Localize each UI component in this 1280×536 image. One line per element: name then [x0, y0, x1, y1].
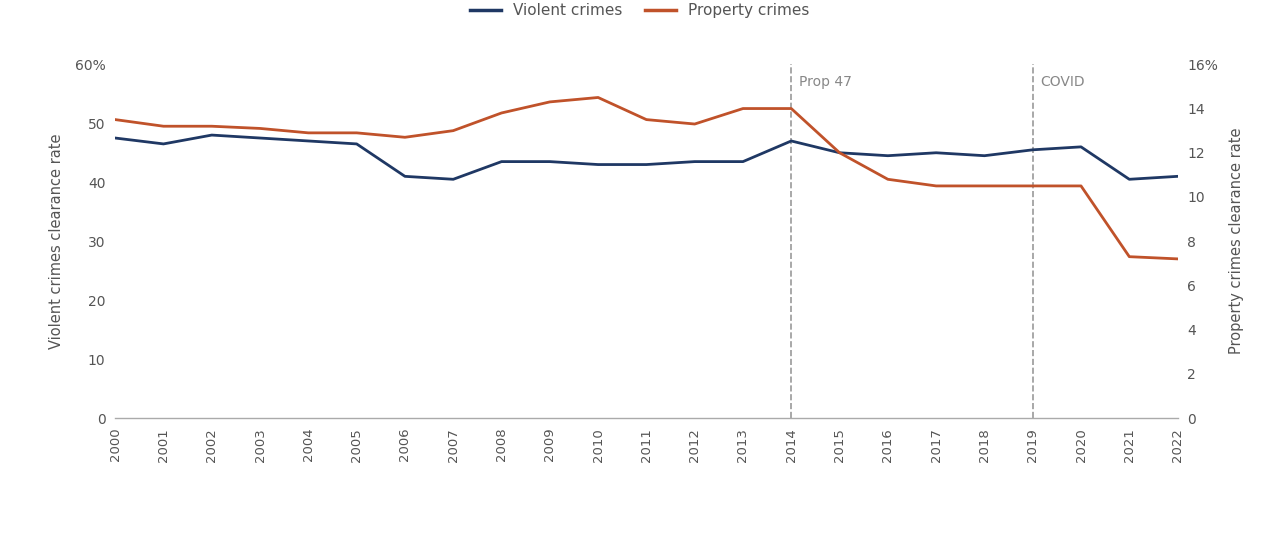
- Property crimes: [349, 130, 365, 136]
- Y-axis label: Property crimes clearance rate: Property crimes clearance rate: [1229, 128, 1244, 354]
- Violent crimes: [204, 132, 219, 138]
- Property crimes: [1025, 183, 1041, 189]
- Violent crimes: [252, 135, 268, 141]
- Y-axis label: Violent crimes clearance rate: Violent crimes clearance rate: [49, 133, 64, 349]
- Property crimes: [543, 99, 558, 105]
- Violent crimes: [397, 173, 412, 180]
- Violent crimes: [156, 141, 172, 147]
- Violent crimes: [349, 141, 365, 147]
- Violent crimes: [445, 176, 461, 182]
- Property crimes: [156, 123, 172, 130]
- Violent crimes: [977, 152, 992, 159]
- Property crimes: [783, 106, 799, 112]
- Violent crimes: [108, 135, 123, 141]
- Violent crimes: [735, 159, 750, 165]
- Violent crimes: [1121, 176, 1137, 182]
- Property crimes: [108, 116, 123, 123]
- Text: COVID: COVID: [1039, 75, 1084, 89]
- Violent crimes: [881, 152, 896, 159]
- Line: Violent crimes: Violent crimes: [115, 135, 1178, 179]
- Text: Prop 47: Prop 47: [799, 75, 851, 89]
- Property crimes: [590, 94, 605, 101]
- Property crimes: [832, 150, 847, 156]
- Property crimes: [1170, 256, 1185, 262]
- Line: Property crimes: Property crimes: [115, 98, 1178, 259]
- Violent crimes: [590, 161, 605, 168]
- Property crimes: [639, 116, 654, 123]
- Legend: Violent crimes, Property crimes: Violent crimes, Property crimes: [465, 0, 815, 24]
- Violent crimes: [928, 150, 943, 156]
- Property crimes: [397, 134, 412, 140]
- Violent crimes: [301, 138, 316, 144]
- Violent crimes: [494, 159, 509, 165]
- Violent crimes: [1025, 147, 1041, 153]
- Violent crimes: [832, 150, 847, 156]
- Property crimes: [494, 110, 509, 116]
- Property crimes: [301, 130, 316, 136]
- Property crimes: [735, 106, 750, 112]
- Property crimes: [881, 176, 896, 182]
- Property crimes: [1121, 254, 1137, 260]
- Property crimes: [1074, 183, 1089, 189]
- Property crimes: [252, 125, 268, 132]
- Violent crimes: [1170, 173, 1185, 180]
- Property crimes: [928, 183, 943, 189]
- Property crimes: [977, 183, 992, 189]
- Violent crimes: [687, 159, 703, 165]
- Violent crimes: [1074, 144, 1089, 150]
- Property crimes: [204, 123, 219, 130]
- Violent crimes: [543, 159, 558, 165]
- Property crimes: [687, 121, 703, 127]
- Violent crimes: [639, 161, 654, 168]
- Violent crimes: [783, 138, 799, 144]
- Property crimes: [445, 128, 461, 134]
